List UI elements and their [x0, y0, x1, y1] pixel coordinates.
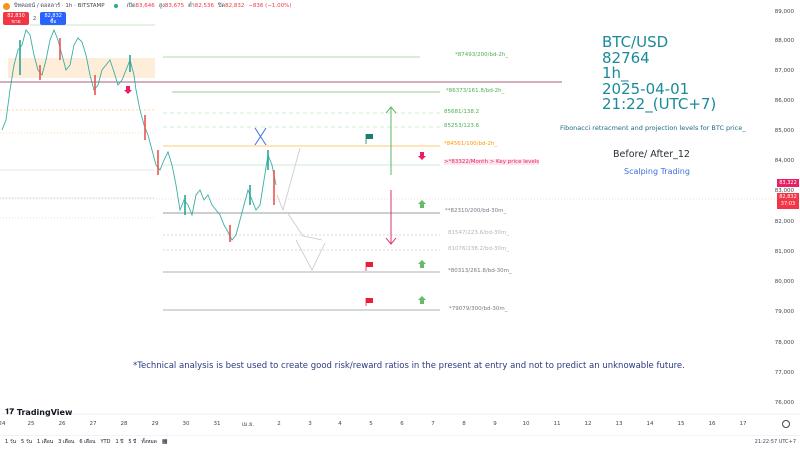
fib-label: *79079/300/bd-30m_ [449, 306, 508, 312]
bitcoin-icon [3, 2, 10, 10]
fib-label: 81076/238.2/bd-30m_ [448, 246, 510, 252]
tradingview-logo-icon: 𝟏𝟕 [5, 407, 14, 416]
symbol-legend: บิทคอยน์ / ดอลลาร์ · 1h · BITSTAMP เปิด8… [0, 0, 760, 12]
pair-label: BTC/USD [602, 33, 669, 51]
ohlc-close: ปิด82,832 [218, 3, 245, 9]
down-range-arrow [385, 190, 397, 245]
ohlc-open: เปิด83,646 [126, 3, 155, 9]
up-range-arrow [385, 106, 397, 175]
fib-label: *86373/161.8/bd-2h_ [446, 88, 505, 94]
projection-path-3 [295, 239, 326, 271]
fib-label: *80313/261.8/bd-30m_ [448, 268, 512, 274]
range-1y[interactable]: 1 ปี [115, 438, 124, 445]
clock-display[interactable]: 21:22:57 UTC+7 [754, 438, 796, 445]
trading-style-label: Scalping Trading [624, 167, 690, 176]
x-marker-icon [254, 127, 267, 146]
fib-label: *84561/100/bd-2h_ [444, 141, 498, 147]
key-level-price-tag: 83,322 [777, 179, 799, 187]
symbol-title[interactable]: บิทคอยน์ / ดอลลาร์ · 1h · BITSTAMP [14, 3, 105, 9]
ohlc-high: สูง83,675 [158, 3, 185, 9]
supply-zone [8, 58, 155, 78]
flag-icon-red [365, 262, 373, 271]
range-1m[interactable]: 1 เดือน [37, 438, 54, 445]
range-3m[interactable]: 3 เดือน [58, 438, 75, 445]
chart-subtitle: Fibonacci retracment and projection leve… [560, 124, 746, 132]
reset-view-icon[interactable] [782, 420, 790, 428]
range-ytd[interactable]: YTD [100, 438, 111, 445]
range-6m[interactable]: 6 เดือน [79, 438, 96, 445]
range-bar: 1 วัน 5 วัน 1 เดือน 3 เดือน 6 เดือน YTD … [0, 435, 800, 447]
candlesticks [1, 28, 277, 242]
sell-button[interactable]: 82,830 ขาย [3, 12, 29, 25]
before-after-label: Before/ After_12 [613, 149, 690, 160]
fib-label: **82310/200/bd-30m_ [445, 208, 507, 214]
buy-button[interactable]: 82,832 ซื้อ [40, 12, 67, 25]
time-label: 21:22_(UTC+7) [602, 95, 717, 113]
info-panel: BTC/USD 82764 1h_ 2025-04-01 21:22_(UTC+… [602, 33, 717, 113]
market-status-icon [113, 4, 118, 8]
range-5y[interactable]: 5 ปี [128, 438, 137, 445]
arrow-up-icon [418, 260, 426, 268]
projection-path-2 [286, 211, 323, 241]
current-price-tag: 82,832 37:03 [777, 193, 799, 209]
arrow-up-icon [418, 296, 426, 304]
price-label: 82764 [602, 48, 650, 67]
key-price-level-label: >*83322/Month > Key price levels [444, 159, 540, 165]
fib-label: 81547/223.6/bd-30m_ [448, 230, 510, 236]
timeframe-label: 1h_ [602, 64, 629, 82]
fib-label: *87493/200/bd-2h_ [455, 52, 509, 58]
fib-label: 85681/138.2 [444, 109, 480, 115]
date-label: 2025-04-01 [602, 79, 690, 98]
range-all[interactable]: ทั้งหมด [141, 438, 157, 445]
price-change: −836 (−1.00%) [248, 3, 292, 9]
trade-buttons: 82,830 ขาย 2 82,832 ซื้อ [3, 12, 67, 25]
tradingview-logo[interactable]: 𝟏𝟕 TradingView [5, 407, 73, 417]
fib-label: 85253/123.6 [444, 123, 480, 129]
ohlc-low: ต่ำ82,536 [188, 3, 214, 9]
calendar-icon[interactable]: ▦ [161, 438, 168, 445]
flag-icon-red [365, 298, 373, 306]
disclaimer-text: *Technical analysis is best used to crea… [133, 361, 685, 371]
flag-icon-green [365, 134, 373, 144]
arrow-down-icon [124, 86, 132, 94]
range-1d[interactable]: 1 วัน [5, 438, 16, 445]
arrow-up-icon [418, 200, 426, 208]
projection-path-1 [276, 147, 301, 212]
spread-value: 2 [33, 15, 37, 22]
range-5d[interactable]: 5 วัน [21, 438, 32, 445]
arrow-down-icon [418, 152, 426, 160]
